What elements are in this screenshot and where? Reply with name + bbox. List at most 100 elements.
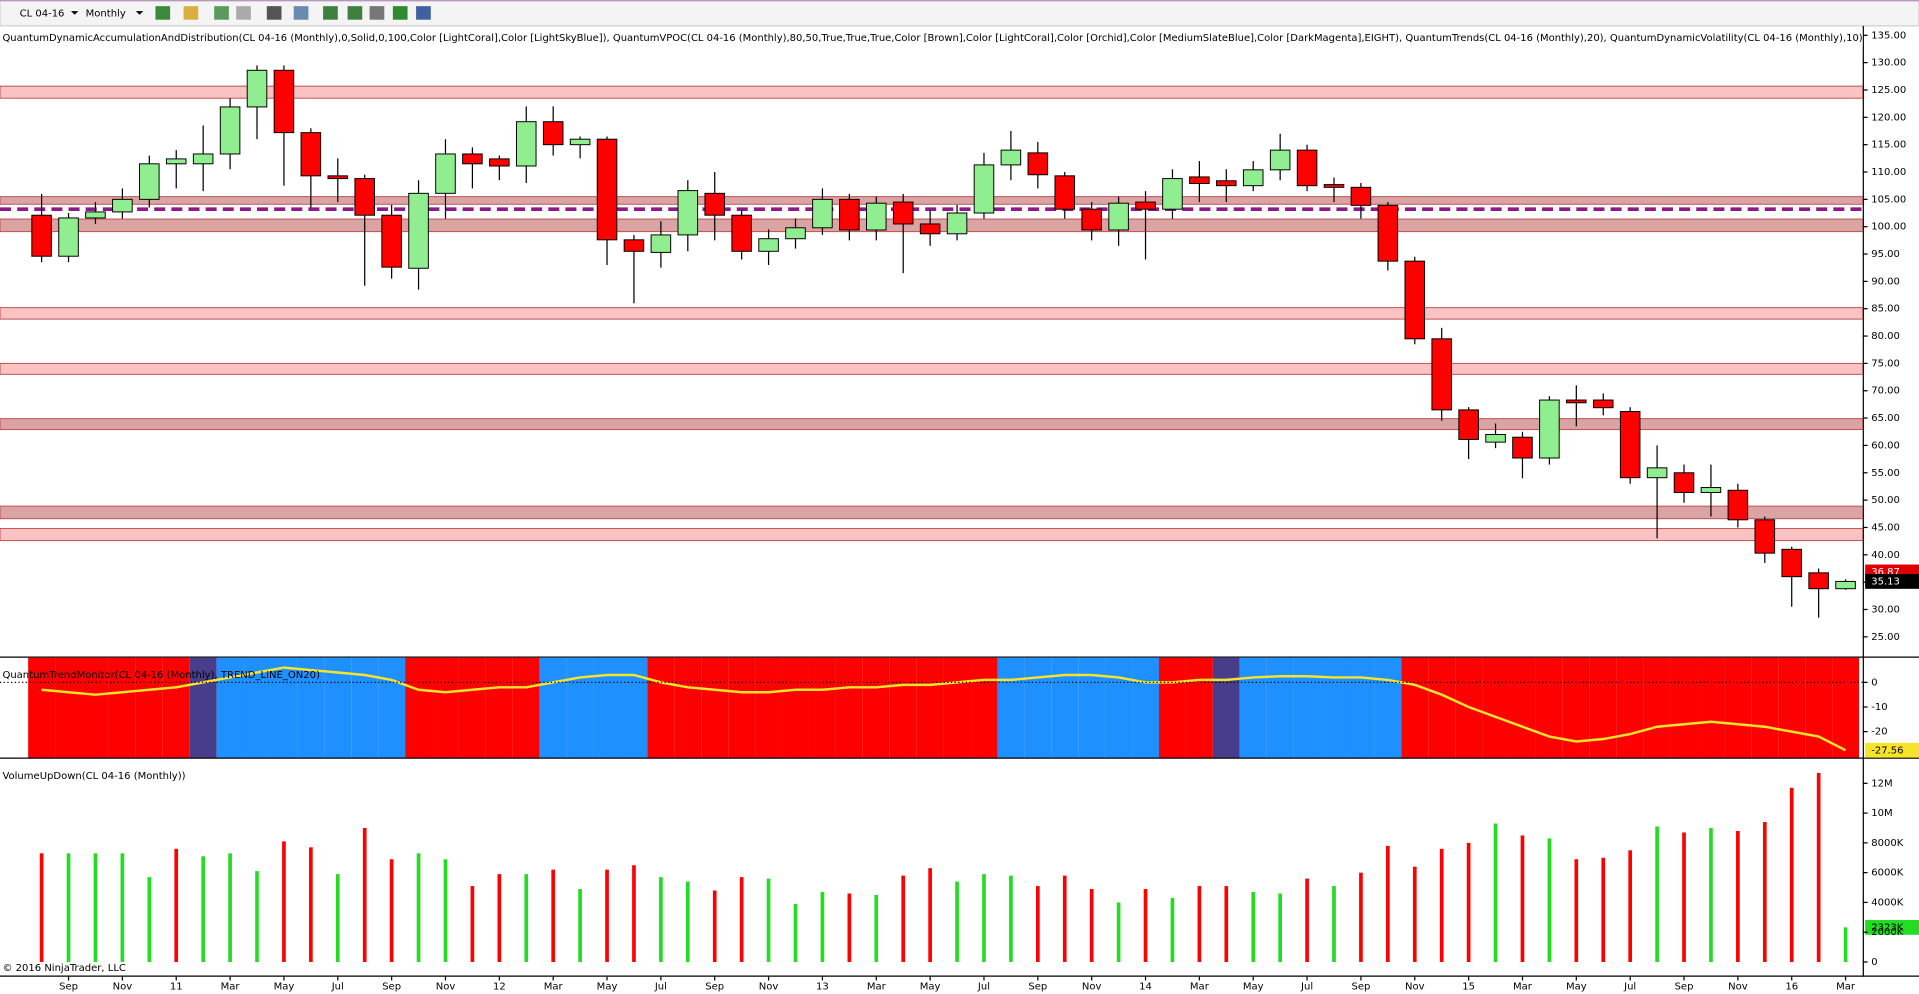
candle-body bbox=[408, 192, 429, 269]
pointer-button[interactable] bbox=[266, 6, 282, 20]
volume-bar bbox=[416, 853, 421, 962]
candle-body bbox=[1108, 202, 1129, 231]
volume-bar bbox=[228, 853, 232, 962]
trend-state bbox=[189, 657, 217, 758]
indicator-button[interactable] bbox=[323, 6, 338, 20]
candle-body bbox=[1781, 548, 1802, 578]
trend-state bbox=[970, 657, 998, 758]
candle-body bbox=[1646, 467, 1668, 479]
candle-body bbox=[462, 153, 483, 165]
volume-bar bbox=[470, 886, 475, 962]
volume-bar bbox=[1762, 822, 1767, 962]
candle-body bbox=[1162, 178, 1183, 210]
period-selector[interactable]: Monthly bbox=[86, 9, 126, 20]
y-tick-label: 110.00 bbox=[1871, 167, 1906, 178]
trend-state bbox=[1697, 657, 1725, 758]
dropdown-arrow[interactable] bbox=[135, 11, 144, 15]
volume-bar bbox=[1332, 886, 1336, 962]
volume-bar bbox=[1789, 787, 1794, 962]
price-panel bbox=[0, 65, 1863, 618]
volume-bar bbox=[1089, 889, 1094, 962]
trend-state bbox=[1589, 657, 1617, 758]
volume-bar bbox=[685, 881, 690, 962]
volume-bar bbox=[335, 874, 340, 962]
trend-state bbox=[674, 657, 702, 758]
volume-bar bbox=[955, 881, 959, 962]
trend-state bbox=[378, 657, 406, 758]
candle-body bbox=[1485, 433, 1506, 443]
properties-button[interactable] bbox=[369, 6, 385, 20]
candle-body bbox=[1592, 399, 1614, 409]
x-tick-label: Mar bbox=[544, 982, 564, 993]
volume-bar bbox=[1251, 892, 1256, 962]
volume-bar bbox=[847, 893, 852, 962]
trend-state bbox=[162, 657, 190, 758]
value-box bbox=[1865, 920, 1919, 935]
x-tick-label: Mar bbox=[221, 982, 241, 993]
volume-bar bbox=[1116, 902, 1121, 962]
price-zone bbox=[0, 362, 1863, 375]
volume-bar bbox=[1547, 838, 1552, 962]
y-tick-label: 0 bbox=[1871, 677, 1877, 688]
candle-body bbox=[1350, 186, 1372, 206]
bar-type-button[interactable] bbox=[155, 6, 171, 20]
trend-state bbox=[701, 657, 729, 758]
dollar-button[interactable] bbox=[392, 6, 408, 20]
data-box-button[interactable] bbox=[416, 6, 431, 20]
candle-body bbox=[1808, 572, 1829, 590]
strategy-button[interactable] bbox=[347, 6, 363, 20]
volume-bar bbox=[551, 869, 556, 962]
volume-bar bbox=[201, 856, 205, 962]
volume-bar bbox=[659, 877, 663, 962]
candle-body bbox=[435, 153, 456, 194]
candle-body bbox=[300, 132, 322, 177]
price-panel-title: QuantumDynamicAccumulationAndDistributio… bbox=[2, 33, 1862, 44]
trend-state bbox=[1132, 657, 1159, 758]
candle-body bbox=[1539, 399, 1560, 459]
x-tick-label: Mar bbox=[1190, 982, 1210, 993]
zoom-button[interactable] bbox=[293, 6, 309, 20]
candle-body bbox=[785, 227, 806, 240]
candle-body bbox=[812, 198, 833, 229]
volume-bar bbox=[1628, 850, 1633, 962]
volume-bar bbox=[282, 841, 286, 962]
y-tick-label: 8000K bbox=[1871, 838, 1903, 849]
candle-body bbox=[139, 163, 160, 200]
volume-bar bbox=[1843, 927, 1848, 962]
y-tick-label: 105.00 bbox=[1871, 194, 1906, 205]
trend-state bbox=[55, 657, 82, 758]
x-tick-label: Sep bbox=[59, 982, 78, 993]
draw-tool-button[interactable] bbox=[183, 6, 199, 20]
x-tick-label: Jul bbox=[654, 982, 667, 993]
candle-body bbox=[1431, 338, 1452, 411]
trend-state bbox=[889, 657, 917, 758]
x-tick-label: Mar bbox=[1513, 982, 1533, 993]
candle-body bbox=[515, 121, 537, 167]
pin-button[interactable] bbox=[236, 6, 251, 20]
y-tick-label: 130.00 bbox=[1871, 58, 1906, 69]
price-zone bbox=[0, 418, 1863, 431]
dropdown-arrow[interactable] bbox=[70, 11, 79, 15]
axes: 25.0030.0035.0040.0045.0050.0055.0060.00… bbox=[0, 30, 1919, 993]
trend-state bbox=[1616, 657, 1644, 758]
volume-bar bbox=[93, 853, 98, 962]
volume-bar bbox=[1412, 866, 1417, 962]
candle-body bbox=[623, 239, 645, 252]
volume-bar bbox=[605, 869, 609, 962]
y-tick-label: 40.00 bbox=[1871, 550, 1900, 561]
volume-bar bbox=[1009, 875, 1013, 962]
candle-body bbox=[1000, 149, 1022, 166]
y-tick-label: 135.00 bbox=[1871, 30, 1906, 41]
y-tick-label: -20 bbox=[1871, 727, 1887, 738]
instrument-selector[interactable]: CL 04-16 bbox=[20, 9, 65, 20]
volume-bar bbox=[820, 892, 825, 962]
volume-bar bbox=[309, 847, 313, 962]
pin-button[interactable] bbox=[214, 6, 229, 20]
header-backdrop bbox=[0, 29, 1863, 47]
volume-bar bbox=[1520, 835, 1525, 962]
trend-state bbox=[647, 657, 675, 758]
trend-state bbox=[916, 657, 944, 758]
x-tick-label: Jul bbox=[977, 982, 990, 993]
x-tick-label: May bbox=[597, 982, 618, 993]
